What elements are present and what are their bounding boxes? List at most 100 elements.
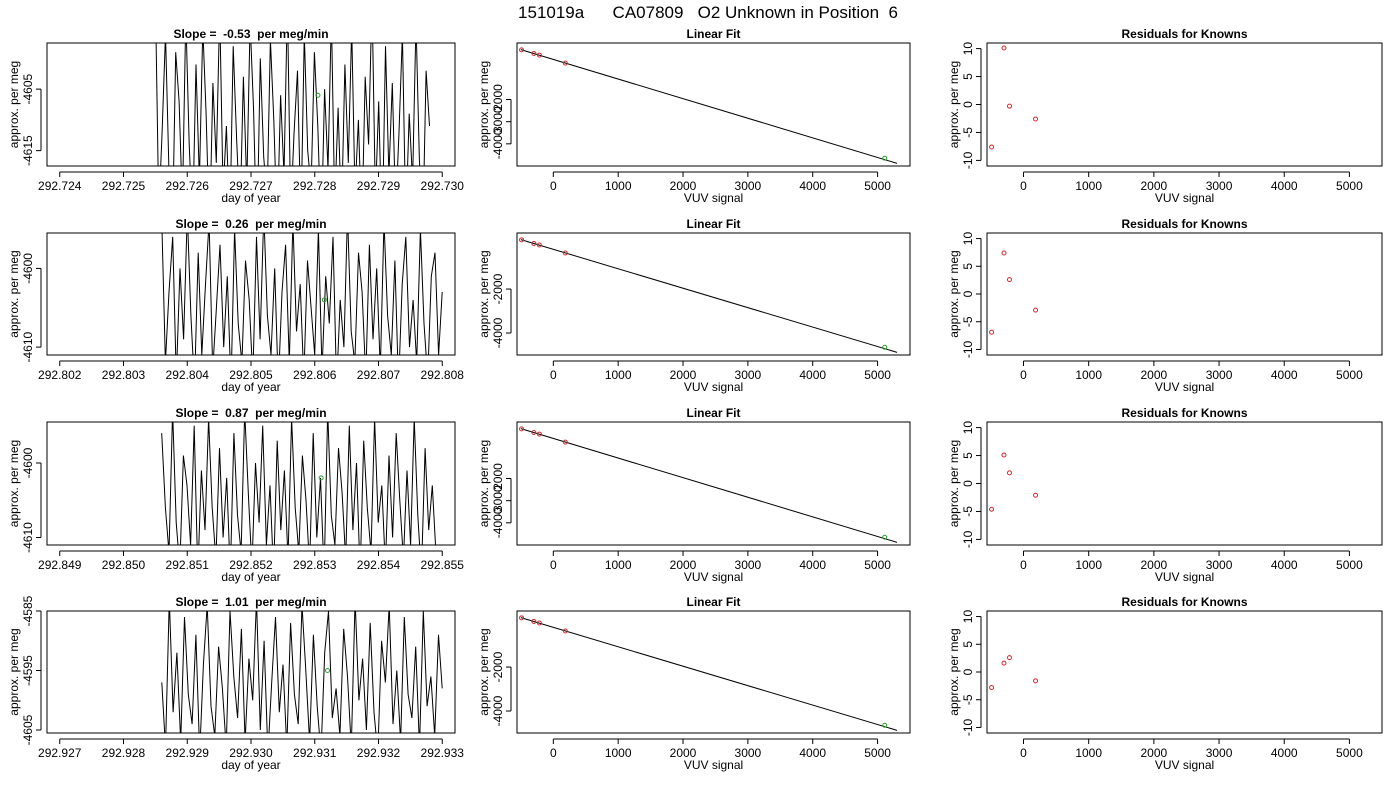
trace-row-2-x-tick-label: 292.805 (229, 368, 273, 382)
resid-row-2-x-axis: 0 1000 2000 3000 4000 5000 (1020, 360, 1363, 382)
fit-row-3-y-tick-label: -2000 (491, 463, 505, 494)
fit-row-1-x-tick-label: 4000 (799, 179, 826, 193)
resid-row-1-y-tick-label: 0 (961, 101, 975, 108)
resid-row-2-y-axis: 10 5 0 -5 -10 (961, 232, 982, 358)
resid-row-1-x-tick-label: 1000 (1075, 179, 1102, 193)
resid-row-4-frame (986, 610, 1383, 734)
fit-row-2-x-tick-label: 1000 (605, 368, 632, 382)
trace-row-3-x-tick-label: 292.855 (421, 558, 465, 572)
resid-row-4-x-tick-label: 2000 (1141, 746, 1168, 760)
resid-row-4-x-axis: 0 1000 2000 3000 4000 5000 (1020, 738, 1363, 760)
resid-row-3-x-axis: 0 1000 2000 3000 4000 5000 (1020, 550, 1363, 572)
fit-row-4-known-point (562, 628, 568, 634)
fit-row-1-x-tick-label: 0 (550, 179, 557, 193)
resid-row-2-known-point (1006, 277, 1012, 283)
trace-row-1-x-tick-label: 292.726 (166, 179, 210, 193)
fit-row-3-y-axis: -2000-3000-4000 (491, 463, 512, 538)
fit-row-4-x-axis: 0 1000 2000 3000 4000 5000 (550, 738, 891, 760)
fit-row-2-known-point (519, 237, 525, 243)
trace-row-3-x-tick-label: 292.854 (357, 558, 401, 572)
fit-row-2-fit-line (520, 239, 898, 353)
resid-row-4-xlabel: VUV signal (1155, 758, 1214, 772)
resid-row-1-x-tick-label: 2000 (1141, 179, 1168, 193)
resid-row-4-x-tick-label: 4000 (1271, 746, 1298, 760)
resid-row-3-y-tick-label: -5 (961, 506, 975, 517)
trace-row-4-x-tick-label: 292.930 (229, 746, 273, 760)
trace-row-2-x-tick-label: 292.802 (38, 368, 82, 382)
resid-row-3-y-tick-label: 5 (961, 452, 975, 459)
fit-row-1-plot-area (519, 47, 898, 164)
resid-row-3-x-tick-label: 3000 (1206, 558, 1233, 572)
fit-row-1-fit-line (520, 49, 898, 164)
fit-row-1-known-point (562, 60, 568, 66)
fit-row-2-known-point (536, 242, 542, 248)
trace-row-4-title: Slope = 1.01 per meg/min (175, 595, 326, 609)
resid-row-1-y-axis: 10 5 0 -5 -10 (961, 42, 982, 169)
fit-row-3-known-point (519, 426, 525, 432)
resid-row-2-xlabel: VUV signal (1155, 380, 1214, 394)
fit-row-1-title: Linear Fit (686, 27, 740, 41)
resid-row-4-title: Residuals for Knowns (1121, 595, 1247, 609)
fit-row-3: Linear Fit 0 1000 2000 3000 4000 5000 -2000-300… (477, 406, 911, 584)
fit-row-4-x-tick-label: 0 (550, 746, 557, 760)
resid-row-3-x-tick-label: 0 (1020, 558, 1027, 572)
resid-row-4-known-point (1033, 678, 1039, 684)
fit-row-1-x-tick-label: 3000 (735, 179, 762, 193)
resid-row-1-y-tick-label: -10 (961, 151, 975, 169)
resid-row-4-known-point (1006, 655, 1012, 661)
resid-row-1-y-tick-label: 10 (961, 42, 975, 56)
fit-row-3-known-point (536, 431, 542, 437)
fit-row-3-x-tick-label: 4000 (799, 558, 826, 572)
fit-row-2-frame (516, 232, 911, 356)
fit-row-4-y-axis: -2000 -4000 (491, 651, 512, 726)
resid-row-2-y-tick-label: 10 (961, 232, 975, 246)
trace-row-3-x-tick-label: 292.852 (229, 558, 273, 572)
fit-row-1-known-point (531, 51, 537, 57)
fit-row-3-x-tick-label: 3000 (735, 558, 762, 572)
fit-row-1-y-tick-label: -3000 (491, 106, 505, 137)
trace-row-1-x-tick-label: 292.725 (102, 179, 146, 193)
trace-row-4-y-tick-label: -4585 (21, 595, 35, 626)
resid-row-1-y-tick-label: 5 (961, 73, 975, 80)
trace-row-3-ylabel: approx. per meg (7, 440, 21, 527)
fit-row-2-y-tick-label: -2000 (491, 273, 505, 304)
fit-row-1-y-tick-label: -2000 (491, 84, 505, 115)
fit-row-1-x-tick-label: 5000 (864, 179, 891, 193)
trace-row-4-x-axis: 292.927 292.928 292.929 292.930 292.931 292.9… (38, 738, 464, 760)
fit-row-2-x-tick-label: 0 (550, 368, 557, 382)
fit-row-2-x-tick-label: 3000 (735, 368, 762, 382)
trace-row-3-trace-line (161, 422, 436, 545)
resid-row-2-x-tick-label: 1000 (1075, 368, 1102, 382)
resid-row-3-x-tick-label: 4000 (1271, 558, 1298, 572)
fit-row-4-fit-line (520, 617, 898, 731)
resid-row-3-ylabel: approx. per meg (947, 440, 961, 527)
fit-row-4-y-tick-label: -4000 (491, 695, 505, 726)
resid-row-1-xlabel: VUV signal (1155, 191, 1214, 205)
fit-row-4-x-tick-label: 3000 (735, 746, 762, 760)
resid-row-2-y-tick-label: 0 (961, 290, 975, 297)
fit-row-3-x-tick-label: 2000 (670, 558, 697, 572)
resid-row-1-ylabel: approx. per meg (947, 61, 961, 148)
resid-row-2-y-tick-label: 5 (961, 263, 975, 270)
trace-row-1-xlabel: day of year (221, 191, 280, 205)
trace-row-2-x-tick-label: 292.807 (357, 368, 401, 382)
fit-row-4-x-tick-label: 5000 (864, 746, 891, 760)
resid-row-3-y-tick-label: -10 (961, 530, 975, 548)
resid-row-1-known-point (989, 144, 995, 150)
trace-row-1-x-tick-label: 292.728 (293, 179, 337, 193)
fit-row-4-y-tick-label: -2000 (491, 651, 505, 682)
resid-row-4-y-tick-label: 0 (961, 668, 975, 675)
resid-row-4-y-tick-label: 5 (961, 641, 975, 648)
trace-row-4-x-tick-label: 292.929 (166, 746, 210, 760)
trace-row-3-x-tick-label: 292.849 (38, 558, 82, 572)
resid-row-1-x-axis: 0 1000 2000 3000 4000 5000 (1020, 171, 1363, 193)
trace-row-1-y-axis: -4605 -4615 (21, 73, 42, 166)
fit-row-1-known-point (536, 52, 542, 58)
trace-row-4-y-axis: -4585 -4595 -4605 (21, 595, 42, 745)
fit-row-3-xlabel: VUV signal (684, 570, 743, 584)
fit-row-4-unknown-point (882, 722, 888, 728)
fit-row-1-y-axis: -2000-3000-4000 (491, 84, 512, 159)
fit-row-2-xlabel: VUV signal (684, 380, 743, 394)
